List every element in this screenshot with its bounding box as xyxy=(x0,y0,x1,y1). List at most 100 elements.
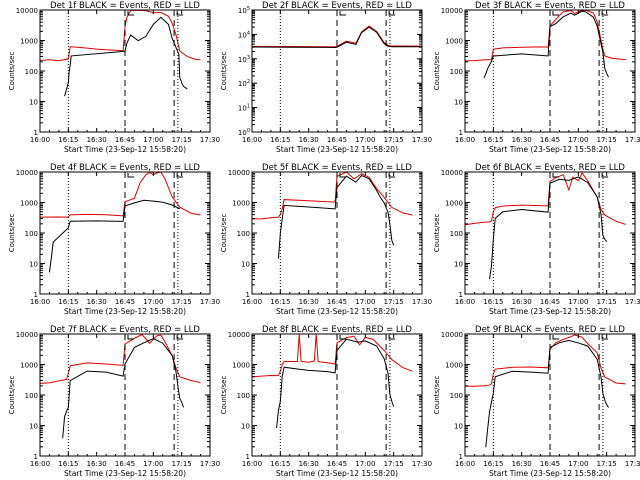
x-axis-label: Start Time (23-Sep-12 15:58:20) xyxy=(276,469,398,478)
x-tick-label: 16:30 xyxy=(512,298,532,306)
x-tick-label: 16:15 xyxy=(270,298,290,306)
y-tick-label: 1 xyxy=(246,453,250,461)
chart-title: Det 2f BLACK = Events, RED = LLD xyxy=(262,1,412,11)
x-tick-label: 17:30 xyxy=(200,136,220,144)
y-tick-label: 100 xyxy=(450,68,463,76)
lld-series-line xyxy=(40,10,201,62)
chart-panel: Det 6f BLACK = Events, RED = LLD 16:00 16:… xyxy=(433,163,640,316)
x-tick-label: 16:15 xyxy=(58,136,78,144)
x-tick-label: 17:00 xyxy=(143,460,163,468)
events-series-line xyxy=(64,16,188,97)
x-tick-label: 16:00 xyxy=(242,298,262,306)
x-axis-label: Start Time (23-Sep-12 15:58:20) xyxy=(489,469,611,478)
x-axis-label: Start Time (23-Sep-12 15:58:20) xyxy=(64,469,186,478)
x-tick-label: 17:15 xyxy=(172,136,192,144)
x-tick-label: 17:30 xyxy=(200,298,220,306)
x-tick-label: 16:30 xyxy=(299,460,319,468)
bracket-mark xyxy=(127,11,134,16)
x-tick-label: 16:30 xyxy=(87,298,107,306)
y-tick-label: 10000 xyxy=(16,169,38,177)
x-tick-label: 16:00 xyxy=(242,136,262,144)
x-tick-label: 17:15 xyxy=(172,460,192,468)
y-tick-label: 1000 xyxy=(20,362,38,370)
x-tick-label: 17:30 xyxy=(625,298,640,306)
x-tick-label: 16:00 xyxy=(455,136,475,144)
chart-title: Det 9f BLACK = Events, RED = LLD xyxy=(475,325,625,335)
x-axis-label: Start Time (23-Sep-12 15:58:20) xyxy=(489,145,611,154)
x-tick-label: 16:15 xyxy=(483,298,503,306)
bracket-mark xyxy=(127,173,134,178)
y-tick-label: 1000 xyxy=(232,200,250,208)
bracket-mark xyxy=(176,11,184,16)
events-series-line xyxy=(485,339,609,448)
y-tick-label: 1 xyxy=(459,453,463,461)
x-tick-label: 17:00 xyxy=(143,136,163,144)
x-tick-label: 16:15 xyxy=(58,460,78,468)
x-tick-label: 16:45 xyxy=(115,460,135,468)
series-group xyxy=(252,172,413,259)
bracket-mark xyxy=(339,11,346,16)
bracket-mark xyxy=(176,173,184,178)
x-axis-label: Start Time (23-Sep-12 15:58:20) xyxy=(276,307,398,316)
y-tick-label: 102 xyxy=(238,79,250,88)
bracket-mark xyxy=(176,335,184,340)
y-tick-label: 100 xyxy=(237,230,250,238)
x-axis-label: Start Time (23-Sep-12 15:58:20) xyxy=(276,145,398,154)
lld-series-line xyxy=(252,172,413,220)
x-tick-label: 16:30 xyxy=(299,298,319,306)
bracket-mark xyxy=(601,335,609,340)
y-axis-label: Counts/sec xyxy=(433,376,441,415)
lld-series-line xyxy=(465,10,626,62)
x-tick-label: 16:45 xyxy=(540,298,560,306)
x-tick-label: 16:15 xyxy=(483,136,503,144)
x-tick-label: 16:00 xyxy=(242,460,262,468)
chart-title: Det 4f BLACK = Events, RED = LLD xyxy=(50,163,200,173)
x-tick-label: 16:45 xyxy=(540,136,560,144)
chart-title: Det 1f BLACK = Events, RED = LLD xyxy=(50,1,200,11)
x-tick-label: 16:45 xyxy=(327,460,347,468)
chart-panel: Det 9f BLACK = Events, RED = LLD 16:00 16:… xyxy=(433,325,640,478)
events-series-line xyxy=(62,338,185,439)
x-tick-label: 17:30 xyxy=(412,136,432,144)
x-tick-label: 16:30 xyxy=(87,136,107,144)
bracket-mark xyxy=(388,173,396,178)
series-group xyxy=(465,334,626,448)
y-axis-label: Counts/sec xyxy=(433,52,441,91)
x-tick-label: 17:15 xyxy=(597,460,617,468)
y-axis-label: Counts/sec xyxy=(220,376,228,415)
bracket-mark xyxy=(388,11,396,16)
x-tick-label: 17:15 xyxy=(597,136,617,144)
y-tick-label: 105 xyxy=(238,6,250,15)
x-tick-label: 16:45 xyxy=(115,298,135,306)
series-group xyxy=(40,172,201,273)
y-tick-label: 1000 xyxy=(20,38,38,46)
y-tick-label: 10 xyxy=(454,423,463,431)
x-tick-label: 16:00 xyxy=(455,298,475,306)
bracket-mark xyxy=(552,11,559,16)
chart-panel: Det 7f BLACK = Events, RED = LLD 16:00 16:… xyxy=(8,325,220,478)
y-tick-label: 100 xyxy=(238,128,250,137)
series-group xyxy=(252,334,413,429)
x-tick-label: 16:30 xyxy=(512,460,532,468)
bracket-mark xyxy=(388,335,396,340)
bracket-mark xyxy=(552,173,559,178)
x-tick-label: 17:15 xyxy=(384,298,404,306)
events-series-line xyxy=(276,338,395,429)
x-tick-label: 17:00 xyxy=(568,136,588,144)
x-tick-label: 16:45 xyxy=(327,136,347,144)
y-axis-label: Counts/sec xyxy=(220,52,228,91)
y-tick-label: 1 xyxy=(34,291,38,299)
x-tick-label: 16:45 xyxy=(115,136,135,144)
y-tick-label: 10000 xyxy=(228,169,250,177)
y-tick-label: 104 xyxy=(238,30,250,39)
y-tick-label: 10000 xyxy=(16,331,38,339)
lld-series-line xyxy=(40,334,201,384)
series-group xyxy=(252,25,422,49)
x-tick-label: 16:30 xyxy=(87,460,107,468)
lld-series-line xyxy=(40,172,201,218)
chart-panel: Det 4f BLACK = Events, RED = LLD 16:00 16:… xyxy=(8,163,220,316)
x-tick-label: 16:15 xyxy=(58,298,78,306)
x-tick-label: 16:15 xyxy=(270,460,290,468)
y-tick-label: 10000 xyxy=(441,331,463,339)
